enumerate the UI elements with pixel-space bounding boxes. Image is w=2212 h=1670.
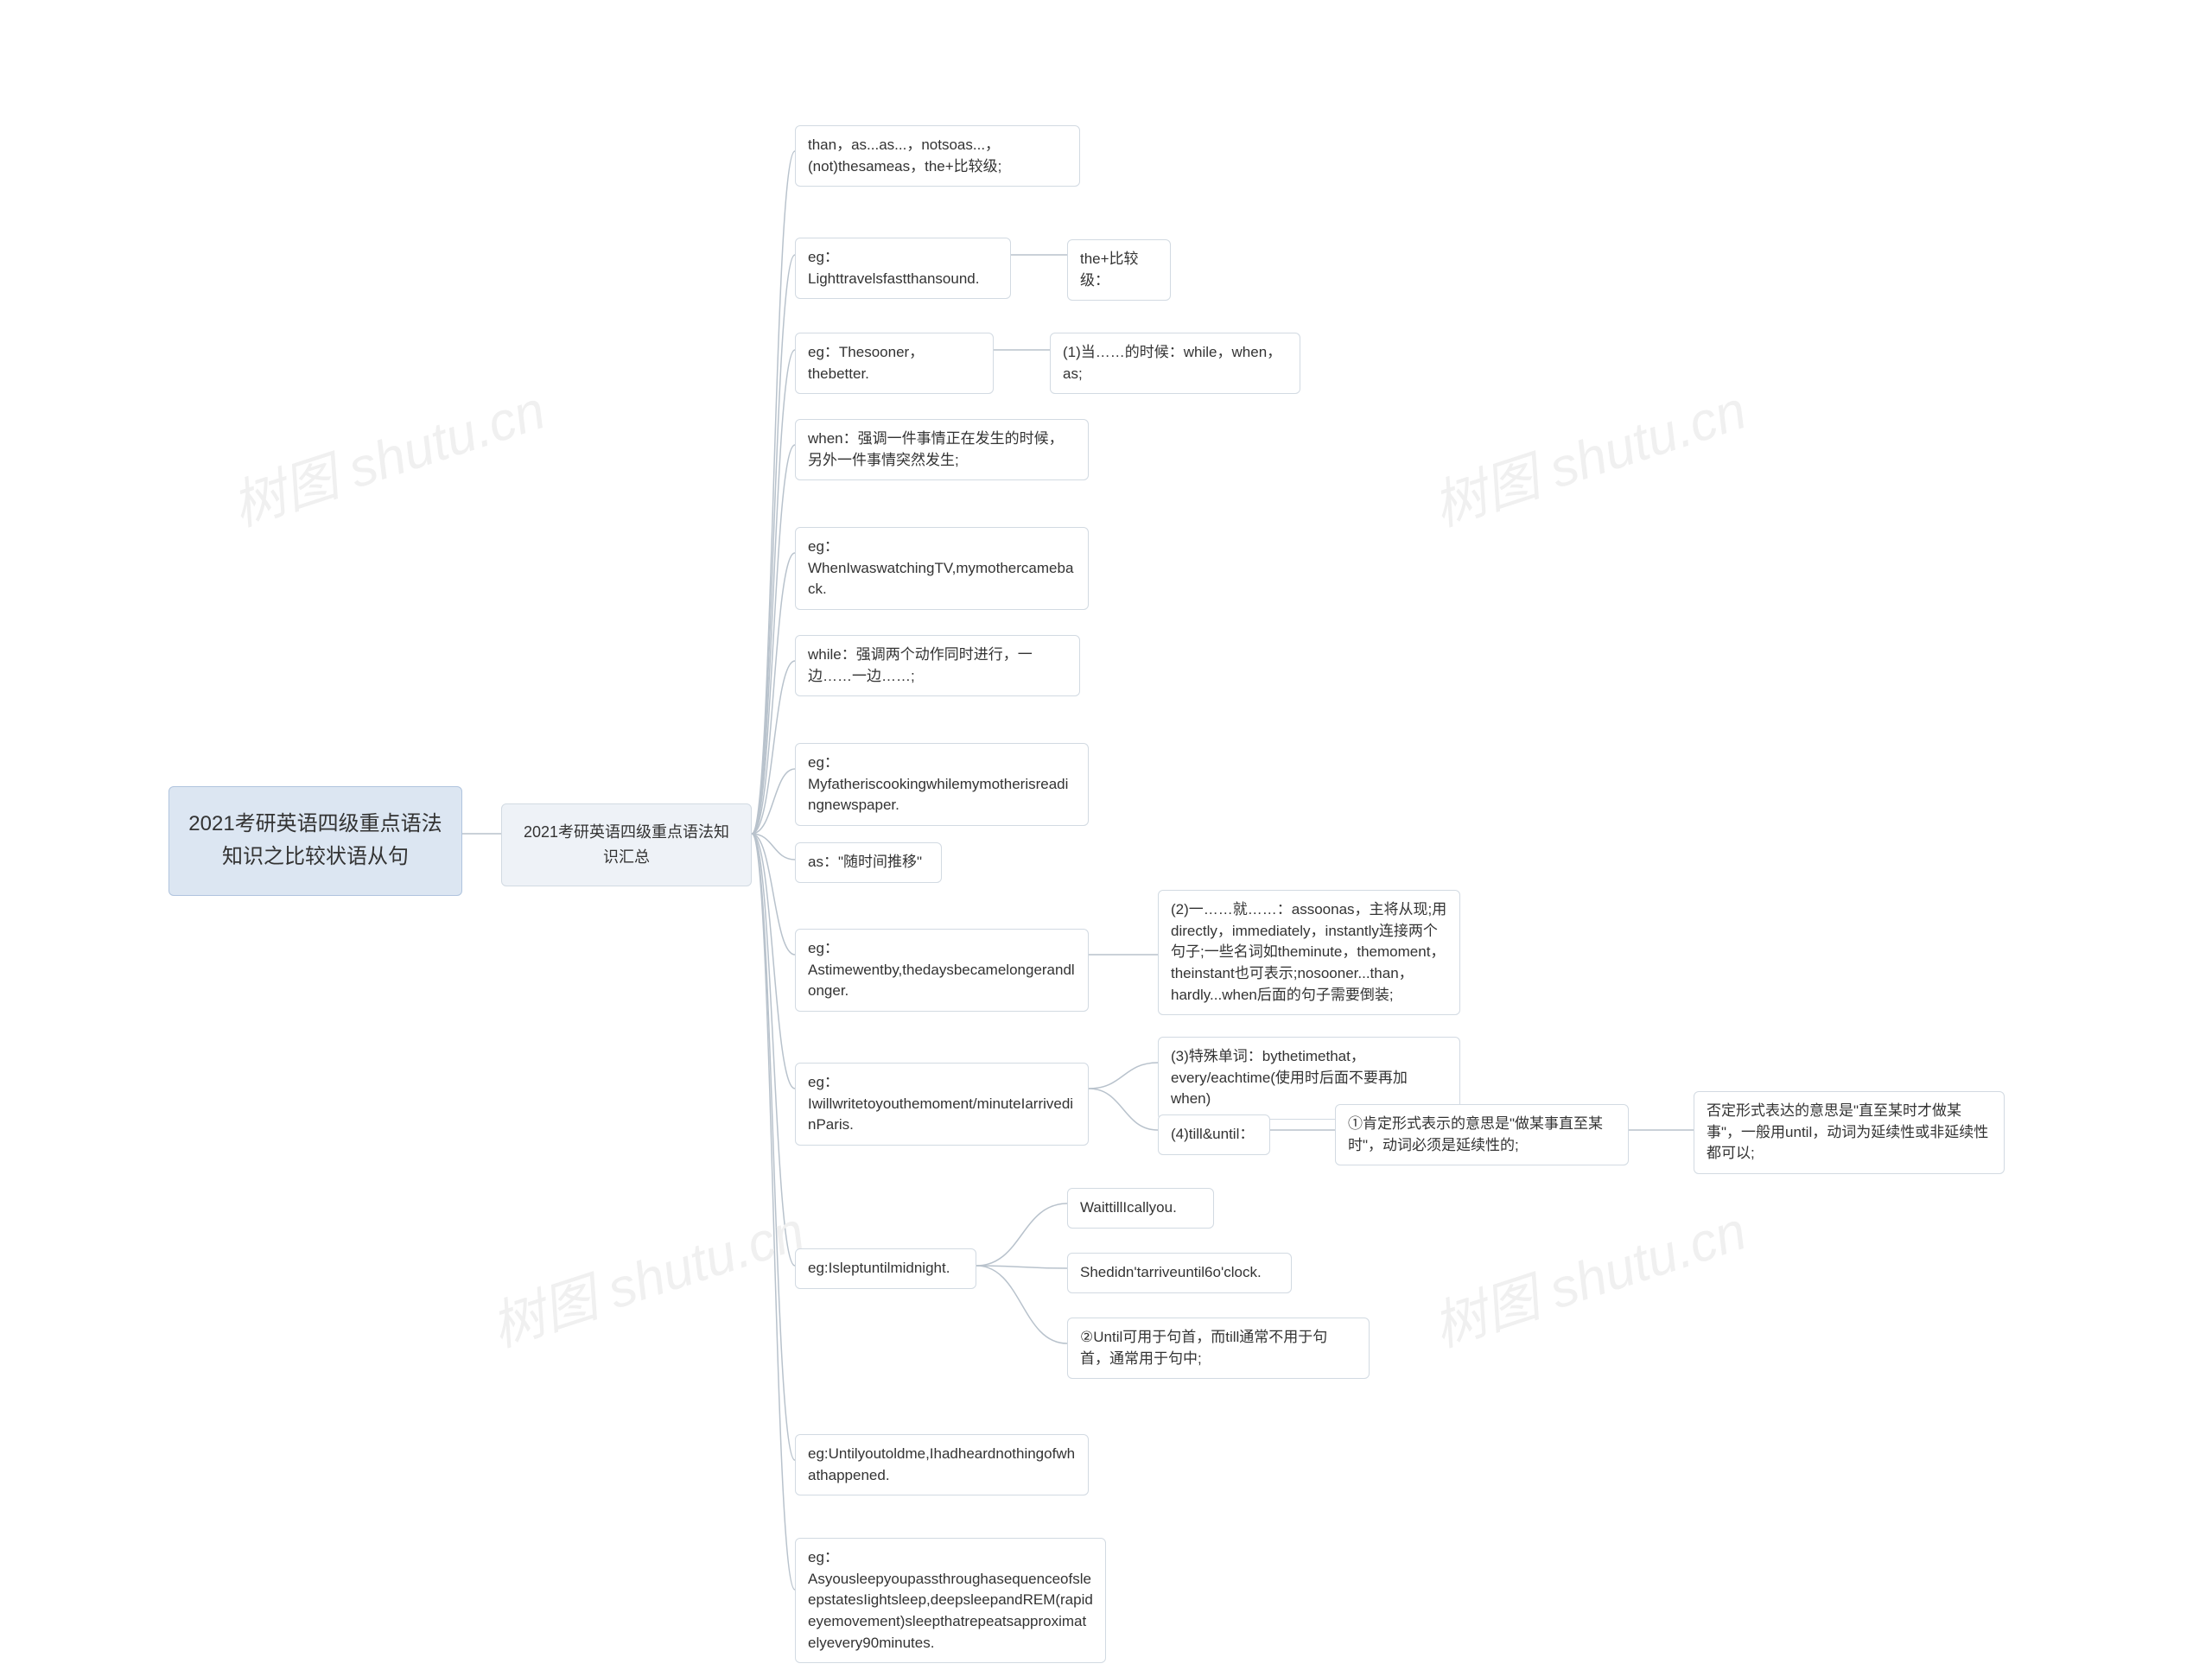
leaf-node[interactable]: 否定形式表达的意思是"直至某时才做某事"，一般用until，动词为延续性或非延续… — [1694, 1091, 2005, 1174]
leaf-node[interactable]: the+比较级： — [1067, 239, 1171, 301]
leaf-node[interactable]: (4)till&until： — [1158, 1114, 1270, 1155]
watermark: 树图 shutu.cn — [220, 366, 553, 541]
watermark: 树图 shutu.cn — [480, 1187, 812, 1362]
leaf-node[interactable]: (2)一……就……：assoonas，主将从现;用directly，immedi… — [1158, 890, 1460, 1015]
leaf-node[interactable]: (1)当……的时候：while，when，as; — [1050, 333, 1300, 394]
watermark: 树图 shutu.cn — [1421, 366, 1754, 541]
leaf-node[interactable]: than，as...as...，notsoas...，(not)thesamea… — [795, 125, 1080, 187]
leaf-node[interactable]: ①肯定形式表示的意思是"做某事直至某时"，动词必须是延续性的; — [1335, 1104, 1629, 1165]
leaf-node[interactable]: eg:Untilyoutoldme,Ihadheardnothingofwhat… — [795, 1434, 1089, 1495]
leaf-node[interactable]: when：强调一件事情正在发生的时候，另外一件事情突然发生; — [795, 419, 1089, 480]
leaf-node[interactable]: eg：Thesooner，thebetter. — [795, 333, 994, 394]
leaf-node[interactable]: Shedidn'tarriveuntil6o'clock. — [1067, 1253, 1292, 1293]
leaf-node[interactable]: eg：Asyousleepyoupassthroughasequenceofsl… — [795, 1538, 1106, 1663]
leaf-node[interactable]: as："随时间推移" — [795, 842, 942, 883]
leaf-node[interactable]: eg：Iwillwritetoyouthemoment/minuteIarriv… — [795, 1063, 1089, 1146]
leaf-node[interactable]: eg：Myfatheriscookingwhilemymotherisreadi… — [795, 743, 1089, 826]
root-node[interactable]: 2021考研英语四级重点语法知识之比较状语从句 — [168, 786, 462, 896]
leaf-node[interactable]: eg：Astimewentby,thedaysbecamelongerandlo… — [795, 929, 1089, 1012]
level1-node[interactable]: 2021考研英语四级重点语法知识汇总 — [501, 803, 752, 886]
leaf-node[interactable]: WaittillIcallyou. — [1067, 1188, 1214, 1229]
leaf-node[interactable]: eg:Isleptuntilmidnight. — [795, 1248, 976, 1289]
leaf-node[interactable]: eg：WhenIwaswatchingTV,mymothercameback. — [795, 527, 1089, 610]
leaf-node[interactable]: ②Until可用于句首，而till通常不用于句首，通常用于句中; — [1067, 1318, 1370, 1379]
leaf-node[interactable]: eg：Lighttravelsfastthansound. — [795, 238, 1011, 299]
watermark: 树图 shutu.cn — [1421, 1187, 1754, 1362]
leaf-node[interactable]: while：强调两个动作同时进行，一边……一边……; — [795, 635, 1080, 696]
